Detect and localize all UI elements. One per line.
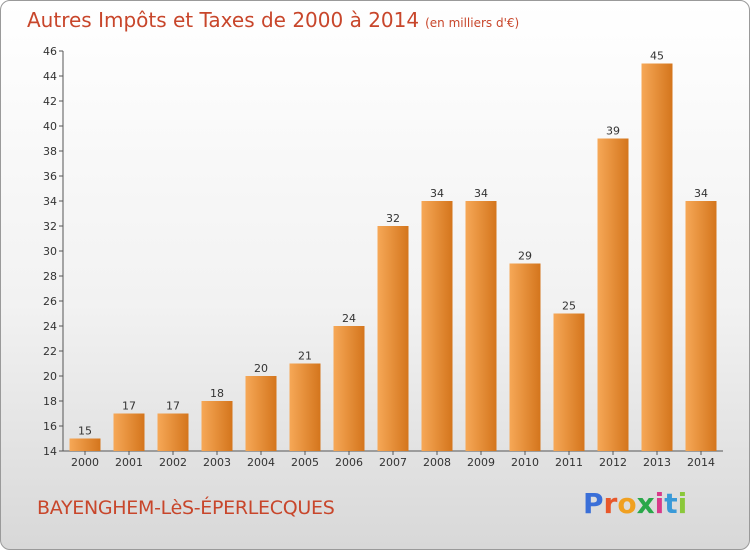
y-tick-label: 18 (43, 395, 57, 408)
bar-value-label: 34 (694, 187, 708, 200)
logo-letter: o (617, 487, 637, 520)
bar-2007 (377, 226, 409, 451)
x-tick-label: 2001 (115, 456, 143, 469)
y-tick-label: 28 (43, 270, 57, 283)
x-tick-label: 2007 (379, 456, 407, 469)
x-tick-label: 2010 (511, 456, 539, 469)
logo-letter: t (664, 487, 678, 520)
y-tick-label: 44 (43, 70, 57, 83)
bar-value-label: 45 (650, 50, 664, 63)
x-tick-label: 2008 (423, 456, 451, 469)
x-tick-label: 2013 (643, 456, 671, 469)
x-tick-label: 2014 (687, 456, 715, 469)
bar-2010 (509, 263, 541, 451)
bar-value-label: 32 (386, 212, 400, 225)
bar-2004 (245, 376, 277, 451)
data-labels: 15 17 17 18 20 21 24 32 34 34 29 25 39 45 34 (78, 50, 708, 438)
y-tick-label: 40 (43, 120, 57, 133)
bar-2002 (157, 413, 189, 451)
bar-value-label: 25 (562, 300, 576, 313)
bar-2000 (69, 438, 101, 451)
x-tick-label: 2003 (203, 456, 231, 469)
bar-2013 (641, 63, 673, 451)
bar-2009 (465, 201, 497, 451)
y-tick-label: 26 (43, 295, 57, 308)
logo-letter: i (677, 487, 688, 520)
y-tick-label: 32 (43, 220, 57, 233)
bar-value-label: 18 (210, 387, 224, 400)
bar-value-label: 39 (606, 125, 620, 138)
bar-value-label: 34 (474, 187, 488, 200)
bar-value-label: 29 (518, 250, 532, 263)
logo-letter: x (636, 487, 655, 520)
x-tick-label: 2012 (599, 456, 627, 469)
bar-2003 (201, 401, 233, 451)
bar-value-label: 21 (298, 350, 312, 363)
logo-letter: i (654, 487, 665, 520)
bar-value-label: 34 (430, 187, 444, 200)
bar-2014 (685, 201, 717, 451)
y-tick-label: 20 (43, 370, 57, 383)
chart-title: Autres Impôts et Taxes de 2000 à 2014 (en… (27, 8, 519, 32)
bar-value-label: 17 (122, 400, 136, 413)
y-tick-label: 36 (43, 170, 57, 183)
proxiti-logo[interactable]: Proxiti (583, 487, 687, 520)
y-tick-label: 42 (43, 95, 57, 108)
commune-name: BAYENGHEM-LèS-ÉPERLECQUES (37, 497, 335, 519)
bar-2011 (553, 313, 585, 451)
y-tick-label: 46 (43, 45, 57, 58)
bar-value-label: 17 (166, 400, 180, 413)
bar-2005 (289, 363, 321, 451)
axes: 14 16 18 20 22 24 26 28 30 32 34 36 38 40 42 44 46 2000 20… (43, 45, 723, 469)
bars (69, 63, 717, 451)
logo-letter: r (603, 487, 618, 520)
x-tick-label: 2002 (159, 456, 187, 469)
unit-note: (en milliers d'€) (425, 16, 520, 30)
y-tick-label: 22 (43, 345, 57, 358)
bar-2001 (113, 413, 145, 451)
bar-2006 (333, 326, 365, 451)
x-tick-label: 2005 (291, 456, 319, 469)
bar-2008 (421, 201, 453, 451)
y-tick-label: 14 (43, 445, 57, 458)
y-tick-label: 38 (43, 145, 57, 158)
bar-2012 (597, 138, 629, 451)
y-tick-label: 30 (43, 245, 57, 258)
y-tick-label: 34 (43, 195, 57, 208)
x-tick-label: 2011 (555, 456, 583, 469)
bar-value-label: 15 (78, 425, 92, 438)
bar-value-label: 20 (254, 362, 268, 375)
x-tick-label: 2009 (467, 456, 495, 469)
x-tick-label: 2000 (71, 456, 99, 469)
chart-title-text: Autres Impôts et Taxes de 2000 à 2014 (27, 8, 420, 32)
x-tick-label: 2006 (335, 456, 363, 469)
y-tick-label: 24 (43, 320, 57, 333)
y-tick-label: 16 (43, 420, 57, 433)
bar-value-label: 24 (342, 312, 356, 325)
x-tick-label: 2004 (247, 456, 275, 469)
logo-letter: P (583, 487, 604, 520)
